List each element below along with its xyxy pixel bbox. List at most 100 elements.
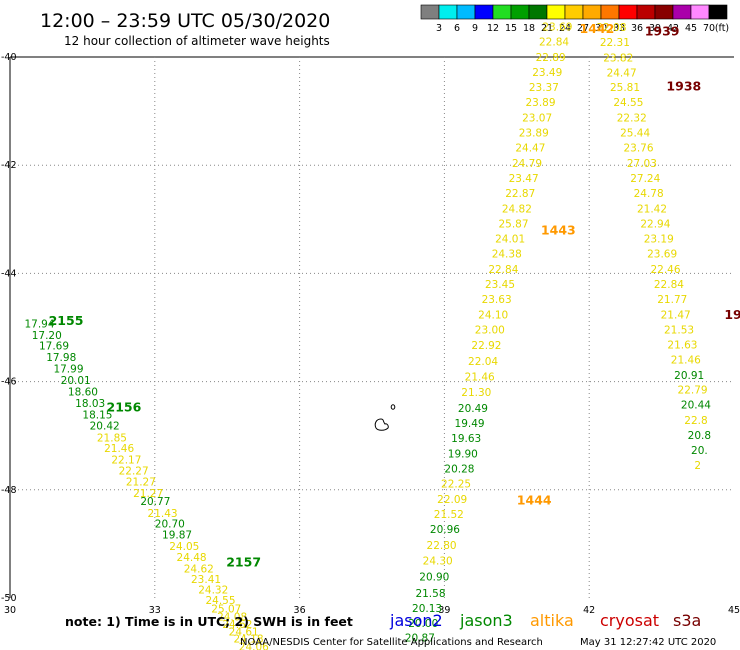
legend-tick-label: 27: [577, 23, 589, 34]
swh-value-label: 20.49: [458, 403, 488, 415]
swh-value-label: 24.55: [205, 595, 235, 607]
swh-value-label: 24.05: [169, 541, 199, 553]
swh-value-label: 24.79: [512, 158, 542, 170]
swh-value-label: 21.52: [434, 509, 464, 521]
footer-timestamp: May 31 12:27:42 UTC 2020: [580, 637, 716, 648]
swh-value-label: 20.70: [155, 519, 185, 531]
swh-value-label: 20.01: [61, 375, 91, 387]
swh-value-label: 17.20: [32, 330, 62, 342]
swh-value-label: 21.46: [104, 443, 134, 455]
swh-value-label: 23.89: [525, 97, 555, 109]
legend-tick-label: 45: [685, 23, 697, 34]
swh-value-label: 24.78: [634, 188, 664, 200]
pass-time-label: 1938: [666, 79, 701, 94]
swh-value-label: 23.69: [542, 21, 572, 33]
swh-value-label: 23.37: [529, 82, 559, 94]
lat-tick-label: -40: [1, 52, 17, 63]
pass-time-label: 2156: [107, 399, 142, 414]
pass-time-label: 1442: [580, 21, 615, 36]
swh-value-label: 22.8: [684, 415, 707, 427]
swh-value-label: 27.24: [630, 173, 660, 185]
swh-value-label: 20.77: [140, 496, 170, 508]
satellite-legend-s3a: s3a: [673, 611, 701, 630]
legend-tick-label: 70: [703, 23, 715, 34]
legend-swatch: [618, 4, 638, 20]
swh-value-label: 24.06: [239, 641, 269, 650]
swh-value-label: 2: [694, 460, 701, 472]
swh-value-label: 22.89: [536, 52, 566, 64]
swh-value-label: 21.53: [664, 324, 694, 336]
swh-value-label: 17.94: [24, 319, 54, 331]
swh-value-label: 20.13: [412, 603, 442, 615]
swh-value-label: 19.90: [448, 448, 478, 460]
pass-time-label: 2155: [49, 313, 84, 328]
swh-value-label: 23.00: [475, 324, 505, 336]
swh-value-label: 24.61: [229, 626, 259, 638]
island-outline: [374, 404, 396, 431]
legend-swatch: [654, 4, 674, 20]
legend-swatch: [672, 4, 692, 20]
lat-tick-label: -44: [1, 268, 17, 279]
legend-swatch: [546, 4, 566, 20]
swh-value-label: 20.44: [681, 400, 711, 412]
pass-time-label: 1443: [541, 222, 576, 237]
lon-tick-label: 39: [438, 605, 450, 616]
swh-value-label: 20.8: [688, 430, 711, 442]
swh-value-label: 18.15: [82, 409, 112, 421]
legend-swatch: [600, 4, 620, 20]
swh-value-label: 22.08: [596, 22, 626, 34]
swh-value-label: 24.32: [198, 585, 228, 597]
footer-note: note: 1) Time is in UTC; 2) SWH is in fe…: [65, 614, 353, 629]
color-legend: 3 6 9 12 15 18 21 24 27 30 33 36 39 42 45 70 (ft): [420, 4, 729, 34]
swh-value-label: 21.46: [465, 372, 495, 384]
swh-value-label: 20.00: [408, 618, 438, 630]
altimeter-tracks: 17.9417.2017.6917.9817.9920.0118.6018.03…: [24, 21, 711, 650]
legend-unit: (ft): [715, 23, 729, 34]
swh-value-label: 24.10: [478, 309, 508, 321]
swh-value-label: 25.44: [620, 128, 650, 140]
legend-tick-label: 3: [436, 23, 442, 34]
swh-value-label: 21.27: [133, 488, 163, 500]
pass-time-label: 1444: [517, 492, 552, 507]
swh-value-label: 17.99: [53, 363, 83, 375]
lon-tick-label: 36: [294, 605, 306, 616]
swh-value-label: 22.84: [539, 37, 569, 49]
map-title: 12:00 – 23:59 UTC 05/30/2020: [40, 10, 330, 32]
swh-value-label: 20.90: [419, 572, 449, 584]
swh-value-label: 20.: [691, 445, 708, 457]
swh-value-label: 22.17: [111, 454, 141, 466]
swh-value-label: 22.32: [617, 112, 647, 124]
swh-value-label: 24.08: [217, 612, 247, 624]
swh-value-label: 24.55: [613, 97, 643, 109]
legend-swatch: [474, 4, 494, 20]
lat-tick-label: -48: [1, 485, 17, 496]
swh-value-label: 20.87: [405, 632, 435, 644]
swh-value-label: 17.98: [46, 352, 76, 364]
swh-value-label: 20.42: [90, 421, 120, 433]
swh-value-label: 20.28: [444, 463, 474, 475]
legend-tick-label: 33: [613, 23, 625, 34]
legend-swatch: [690, 4, 710, 20]
legend-tick-label: 9: [472, 23, 478, 34]
swh-value-label: 21.30: [461, 387, 491, 399]
swh-value-label: 22.84: [488, 264, 518, 276]
swh-value-label: 23.69: [647, 249, 677, 261]
lat-lon-grid: [10, 57, 734, 598]
swh-value-label: 23.76: [623, 143, 653, 155]
legend-tick-label: 24: [559, 23, 571, 34]
swh-value-label: 22.09: [437, 494, 467, 506]
swh-value-label: 21.63: [667, 340, 697, 352]
swh-value-label: 25.07: [211, 604, 241, 616]
legend-swatch: [528, 4, 548, 20]
swh-value-label: 19.87: [162, 529, 192, 541]
legend-tick-label: 15: [505, 23, 517, 34]
swh-value-label: 22.79: [678, 385, 708, 397]
small-island-shape: [390, 404, 396, 410]
swh-value-label: 22.84: [654, 279, 684, 291]
swh-value-label: 22.46: [650, 264, 680, 276]
swh-value-label: 21.85: [97, 433, 127, 445]
swh-value-label: 23.89: [519, 128, 549, 140]
satellite-legend-altika: altika: [530, 611, 574, 630]
